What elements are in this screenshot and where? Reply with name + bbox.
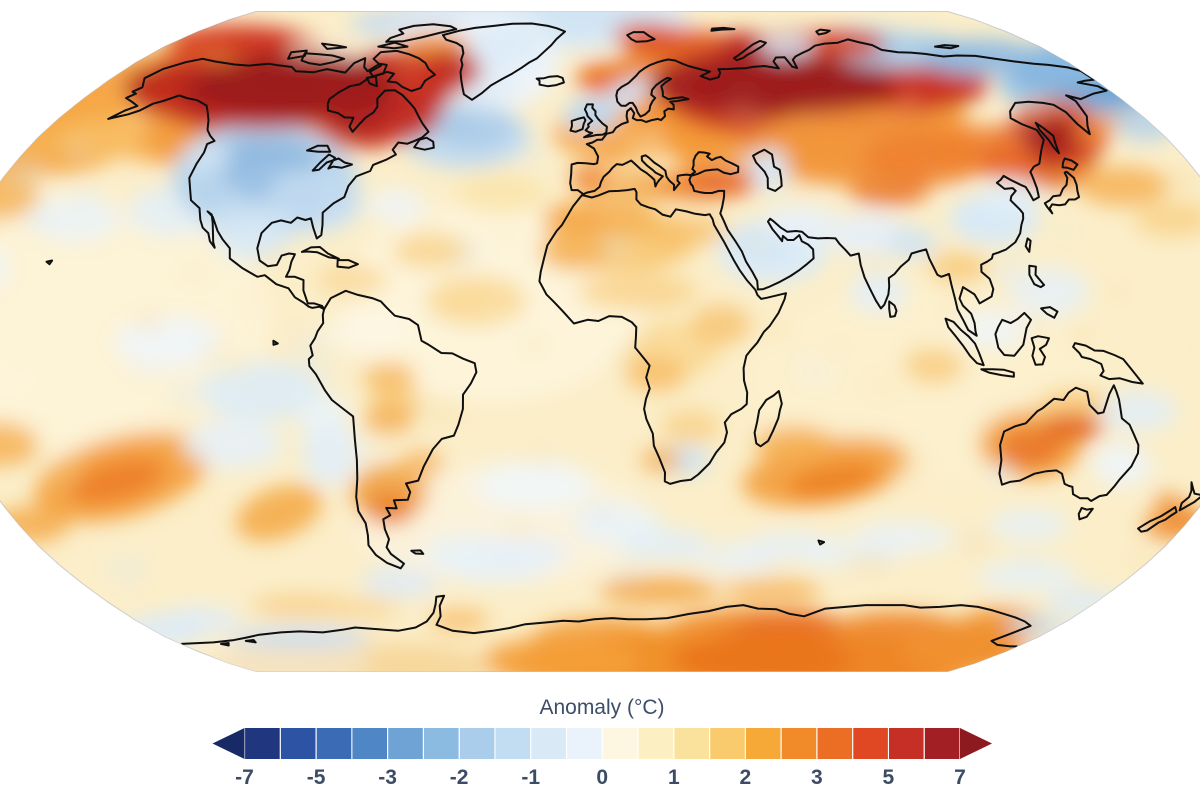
svg-text:3: 3 [811, 766, 823, 789]
svg-text:-7: -7 [235, 766, 254, 789]
svg-text:-1: -1 [521, 766, 540, 789]
svg-text:-3: -3 [378, 766, 397, 789]
svg-text:7: 7 [954, 766, 966, 789]
svg-text:0: 0 [596, 766, 608, 789]
svg-text:2: 2 [739, 766, 751, 789]
svg-text:Anomaly (°C): Anomaly (°C) [539, 696, 664, 719]
svg-text:-5: -5 [307, 766, 326, 789]
svg-text:1: 1 [668, 766, 680, 789]
svg-text:5: 5 [883, 766, 895, 789]
svg-text:-2: -2 [450, 766, 469, 789]
